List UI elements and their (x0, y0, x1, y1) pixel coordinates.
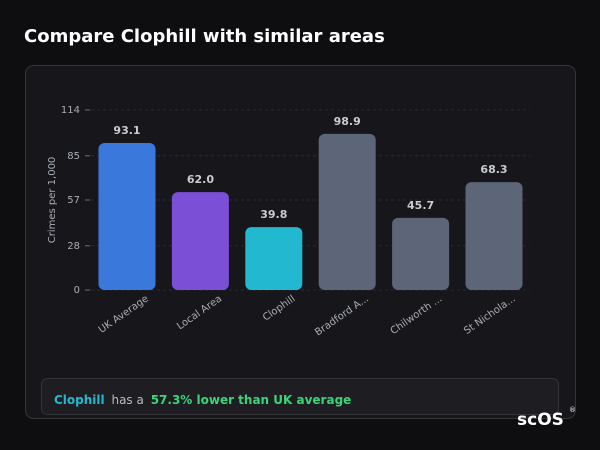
y-tick-label: 28 (67, 241, 80, 252)
bar (171, 192, 229, 290)
bar (392, 217, 450, 290)
bar (465, 182, 523, 290)
summary-area: Clophill (54, 393, 105, 407)
value-label: 45.7 (407, 199, 434, 212)
summary-text: has a (111, 393, 143, 407)
bar (98, 143, 156, 290)
page-title: Compare Clophill with similar areas (24, 26, 385, 47)
y-tick-label: 114 (61, 105, 80, 116)
value-label: 39.8 (260, 208, 287, 221)
value-label: 68.3 (480, 163, 507, 176)
y-tick-label: 0 (74, 285, 80, 296)
y-tick-label: 57 (67, 195, 80, 206)
value-label: 93.1 (113, 124, 140, 137)
summary-box (41, 378, 559, 415)
summary: Clophill has a 57.3% lower than UK avera… (54, 393, 351, 407)
y-tick-label: 85 (67, 151, 80, 162)
bar (245, 227, 303, 290)
logo-mark: ® (569, 406, 576, 414)
logo: scOS (517, 410, 564, 430)
y-axis-label: Crimes per 1,000 (47, 157, 58, 244)
value-label: 62.0 (187, 173, 214, 186)
value-label: 98.9 (334, 115, 361, 128)
summary-highlight: 57.3% lower than UK average (151, 393, 352, 407)
bar (318, 133, 376, 290)
